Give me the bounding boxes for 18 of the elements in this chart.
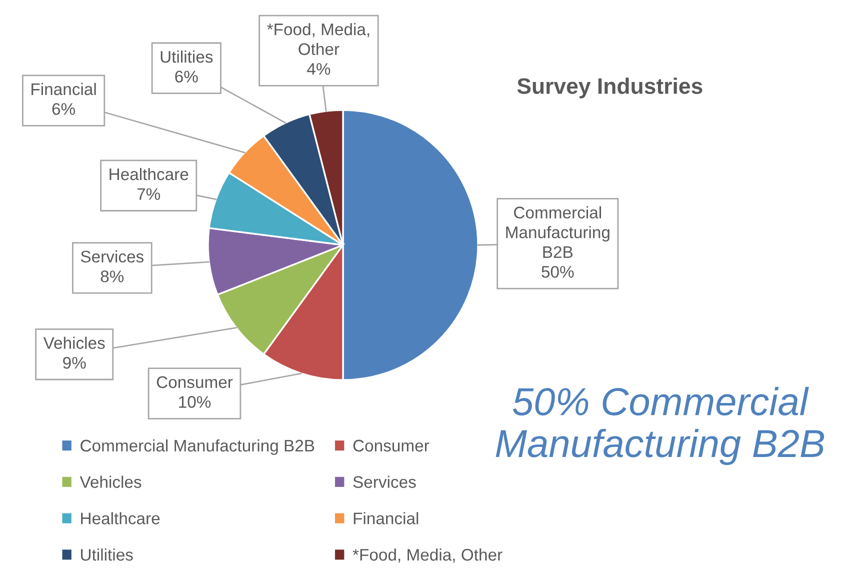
legend-label: Utilities	[81, 548, 133, 561]
data-label: Vehicles 9%	[43, 336, 105, 369]
data-label: *Food, Media, Other 4%	[267, 23, 370, 75]
legend-label: Healthcare	[81, 512, 160, 524]
text: 50% Commercial Manufacturing B2B	[496, 386, 824, 466]
data-label: Commercial Manufacturing B2B 50%	[506, 206, 610, 278]
data-label: Utilities 6%	[160, 50, 213, 83]
data-label: Services 8%	[80, 250, 144, 282]
legend-label: Commercial Manufacturing B2B	[80, 439, 314, 455]
legend-label: Financial	[354, 512, 418, 524]
legend-label: *Food, Media, Other	[352, 548, 502, 563]
legend-label: Services	[353, 476, 416, 488]
data-label: Consumer 10%	[156, 376, 233, 408]
data-label: Healthcare 7%	[110, 168, 188, 200]
legend-label: Consumer	[353, 440, 430, 452]
legend-label: Vehicles	[80, 476, 142, 488]
data-label: Financial 6%	[32, 82, 96, 115]
text: Survey Industries	[517, 78, 702, 98]
